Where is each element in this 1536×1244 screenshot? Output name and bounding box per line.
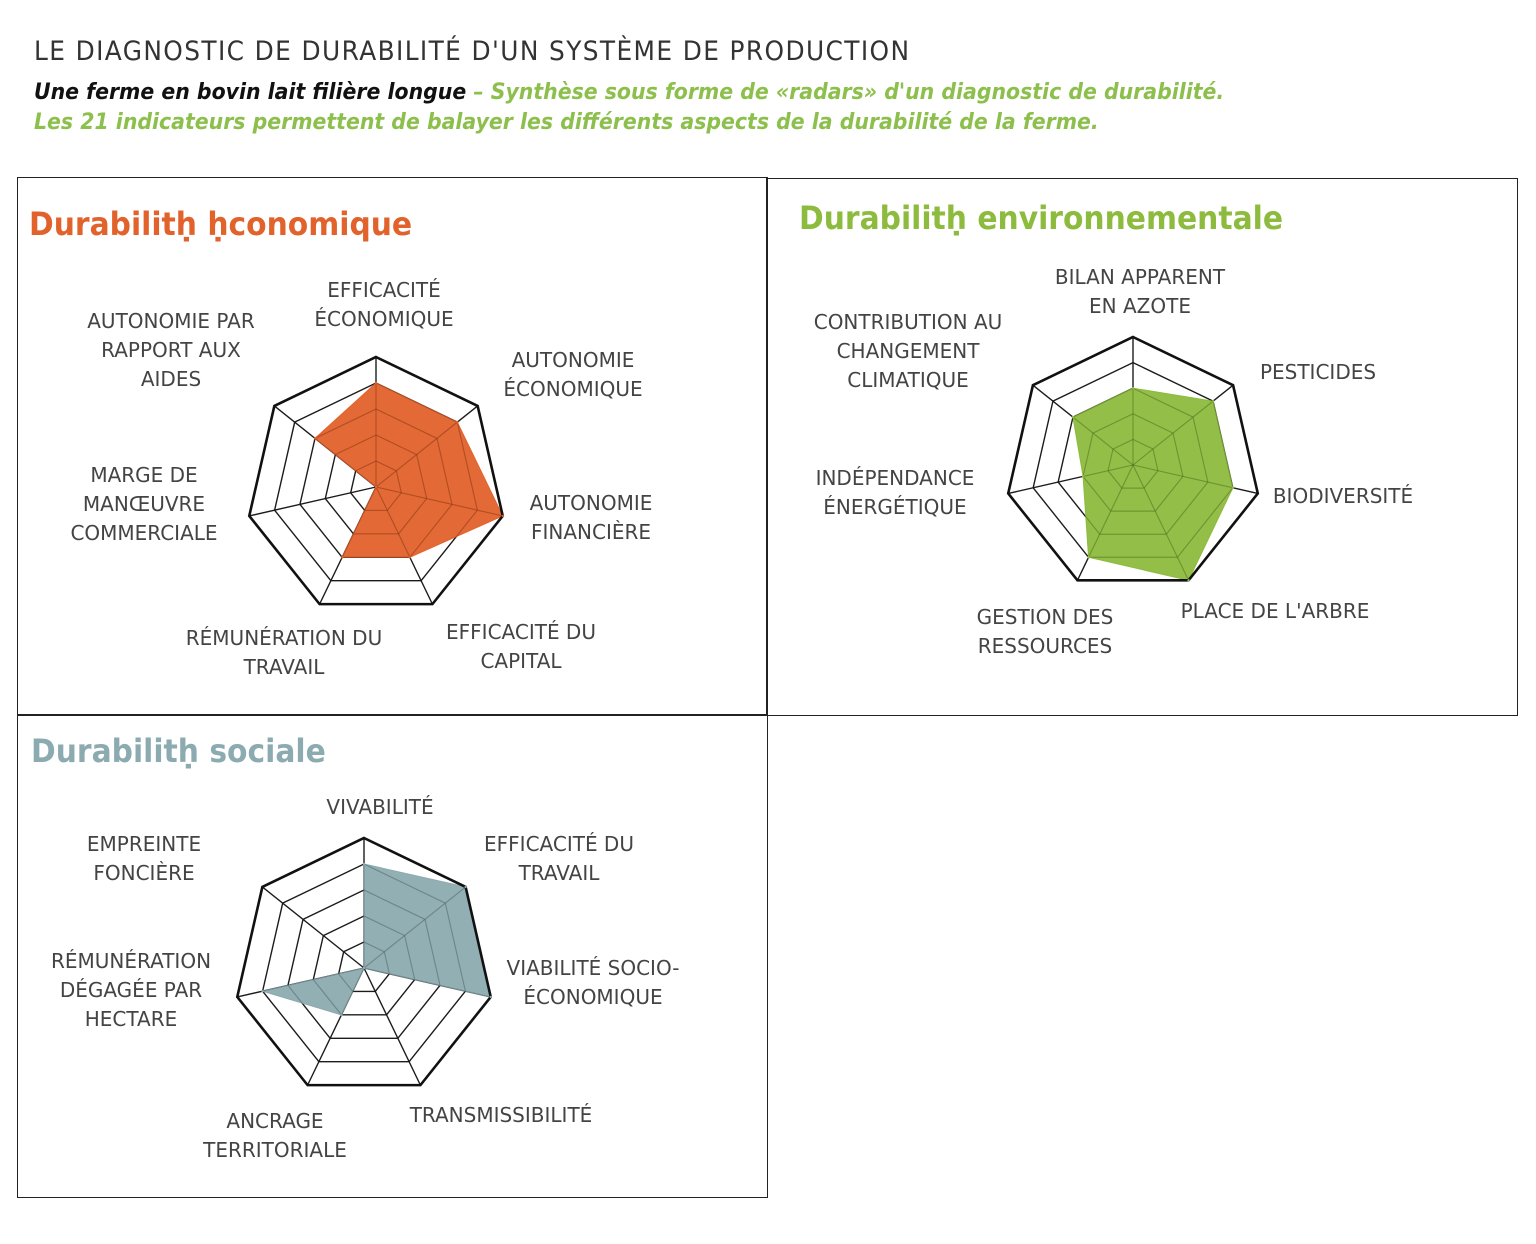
axis-label: EFFICACITÉ DU TRAVAIL [484, 832, 634, 885]
panel-social [17, 714, 768, 1198]
axis-spoke-overlay [274, 405, 377, 488]
data-point [374, 485, 378, 489]
axis-label: PESTICIDES [1259, 360, 1377, 384]
subtitle-description: – Synthèse sous forme de «radars» d'un d… [473, 80, 1225, 105]
grid-ring-overlay [1057, 387, 1209, 535]
axis-label: EMPREINTE FONCIÈRE [86, 832, 202, 885]
chart-title-social: Durabilitḥ sociale [31, 732, 326, 770]
axis-spoke-overlay [375, 486, 503, 517]
axis-label: TRANSMISSIBILITÉ [409, 1103, 593, 1127]
axis-label: INDÉPENDANCE ÉNERGÉTIQUE [815, 466, 975, 519]
grid-ring-overlay [1107, 438, 1159, 489]
axis-spoke-overlay [1132, 464, 1189, 581]
axis-label: VIVABILITÉ [326, 795, 434, 819]
axis-spoke-overlay [375, 486, 433, 605]
axis-spoke-overlay [319, 486, 377, 605]
axis-spoke-overlay [363, 967, 421, 1086]
data-point [408, 556, 412, 559]
grid-ring-overlay [1032, 362, 1234, 558]
subtitle-farm-type: Une ferme en bovin lait filière longue [34, 80, 467, 105]
axis-spoke-overlay [1132, 384, 1234, 466]
data-point [362, 862, 366, 866]
axis-label: EFFICACITÉ DU CAPITAL [446, 620, 596, 673]
data-point [1071, 415, 1075, 419]
data-point [489, 995, 492, 999]
data-point [464, 885, 467, 889]
axis-spoke-overlay [1132, 464, 1258, 494]
axis-label: ANCRAGE TERRITORIALE [203, 1109, 347, 1162]
axis-label: RÉMUNÉRATION DÉGAGÉE PAR HECTARE [50, 949, 212, 1031]
data-point [1087, 556, 1090, 559]
data-point [1131, 387, 1135, 390]
data-point [501, 514, 504, 518]
data-point [340, 1013, 343, 1017]
axis-spoke-overlay [1008, 464, 1134, 494]
outer-ring [1006, 335, 1260, 582]
data-point [1081, 475, 1085, 478]
axis-spoke-overlay [237, 967, 365, 998]
axis-label: AUTONOMIE PAR RAPPORT AUX AIDES [87, 309, 255, 391]
data-point [1187, 579, 1190, 582]
page-title: LE DIAGNOSTIC DE DURABILITÉ D'UN SYSTÈME… [34, 36, 911, 67]
axis-spoke-overlay [249, 486, 377, 517]
panel-economic [17, 177, 768, 716]
grid-ring-overlay [287, 889, 441, 1039]
axis-label: RÉMUNÉRATION DU TRAVAIL [185, 626, 383, 679]
data-point [261, 989, 264, 993]
grid-ring-overlay [324, 434, 428, 535]
data-series-area [1072, 387, 1234, 581]
page-subtitle-line2: Les 21 indicateurs permettent de balayer… [34, 110, 1099, 135]
axis-label: BIODIVERSITÉ [1272, 484, 1414, 508]
axis-label: EFFICACITÉ ÉCONOMIQUE [314, 278, 454, 331]
panel-environmental [766, 178, 1518, 716]
data-point [1231, 486, 1235, 489]
axis-spoke [363, 967, 422, 1086]
data-point [362, 966, 366, 970]
axis-label: VIABILITÉ SOCIO- ÉCONOMIQUE [506, 956, 680, 1009]
axis-spoke-overlay [307, 967, 365, 1086]
axis-spoke-overlay [1032, 384, 1134, 466]
grid-ring-overlay [262, 863, 466, 1063]
axis-spoke [261, 886, 365, 969]
outer-ring [235, 836, 493, 1087]
grid-ring-overlay [274, 382, 478, 582]
axis-spoke-overlay [375, 405, 478, 488]
axis-label: AUTONOMIE ÉCONOMIQUE [503, 348, 643, 401]
data-point [456, 420, 459, 424]
data-point [374, 381, 378, 385]
grid-ring-overlay [312, 915, 416, 1016]
axis-label: MARGE DE MANŒUVRE COMMERCIALE [70, 463, 218, 545]
chart-title-economic: Durabilitḥ ḥconomique [29, 205, 413, 243]
data-series-area [314, 382, 504, 558]
axis-spoke-overlay [1077, 464, 1134, 581]
grid-ring-overlay [350, 460, 402, 511]
grid-ring-overlay [1082, 413, 1184, 512]
data-series-area [260, 863, 492, 1016]
axis-spoke [249, 486, 377, 517]
axis-label: CONTRIBUTION AU CHANGEMENT CLIMATIQUE [813, 310, 1003, 392]
axis-label: GESTION DES RESSOURCES [976, 605, 1114, 658]
axis-spoke-overlay [363, 967, 491, 998]
data-point [1211, 399, 1215, 403]
axis-label: BILAN APPARENT EN AZOTE [1054, 265, 1226, 318]
outer-ring [247, 355, 505, 606]
axis-spoke-overlay [363, 886, 466, 969]
axis-spoke-overlay [262, 886, 365, 969]
grid-ring-overlay [299, 408, 453, 558]
page-subtitle: Une ferme en bovin lait filière longue –… [34, 80, 1224, 105]
grid-ring-overlay [338, 941, 390, 992]
axis-label: AUTONOMIE FINANCIÈRE [529, 491, 653, 544]
axis-label: PLACE DE L'ARBRE [1180, 599, 1370, 623]
data-point [340, 556, 344, 559]
data-point [313, 437, 317, 440]
chart-title-environmental: Durabilitḥ environnementale [799, 199, 1284, 237]
